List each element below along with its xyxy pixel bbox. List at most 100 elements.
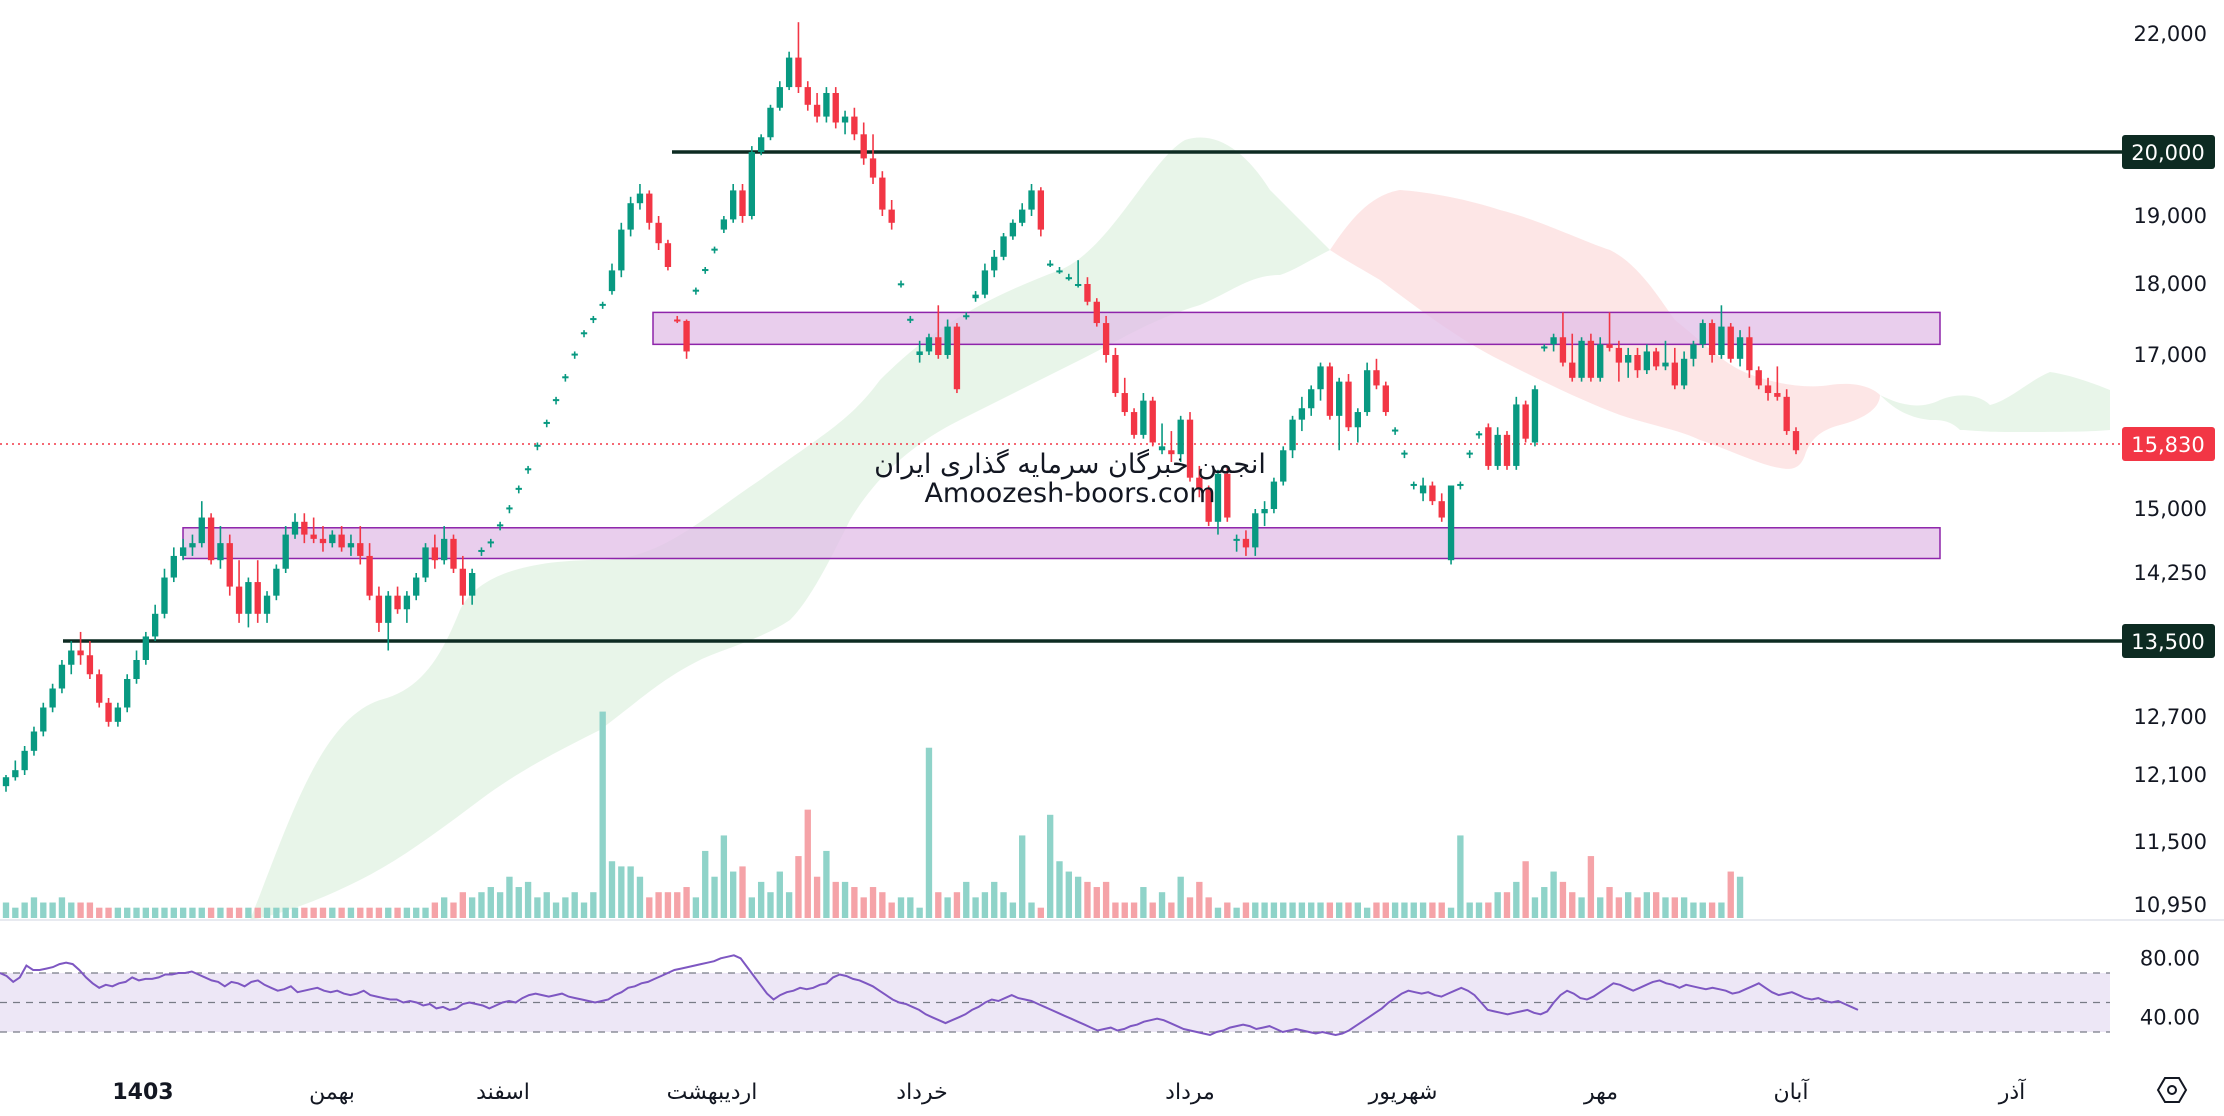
volume-bar xyxy=(319,907,327,918)
candle xyxy=(403,591,411,623)
candle xyxy=(12,760,19,781)
time-axis-label: شهریور xyxy=(1368,1080,1438,1105)
price-tick-label: 10,950 xyxy=(2134,893,2207,917)
volume-bar xyxy=(385,907,392,918)
volume-bar xyxy=(879,892,886,918)
volume-bar xyxy=(338,907,345,918)
candle xyxy=(1643,344,1651,375)
level-badge-13,500: 13,500 xyxy=(2122,624,2215,658)
volume-bar xyxy=(720,835,728,918)
volume-bar xyxy=(403,907,411,918)
horizontal-levels xyxy=(0,150,2125,643)
volume-bar xyxy=(1345,902,1352,918)
volume-bar xyxy=(1205,897,1212,918)
volume-bar xyxy=(664,892,672,918)
candle xyxy=(1140,393,1147,439)
candle xyxy=(1261,501,1268,527)
volume-bar xyxy=(1531,897,1539,918)
volume-bar xyxy=(730,871,737,918)
volume-bar xyxy=(813,876,821,918)
volume-bar xyxy=(142,907,150,918)
volume-bar xyxy=(86,902,94,918)
candle xyxy=(935,305,942,359)
volume-bar xyxy=(1186,897,1194,918)
volume-bar xyxy=(674,892,681,918)
candle xyxy=(879,171,886,216)
volume-bar xyxy=(562,897,569,918)
volume-bar xyxy=(916,907,923,918)
volume-bar xyxy=(963,881,970,918)
volume-bar xyxy=(1736,876,1744,918)
candle xyxy=(86,641,94,679)
volume-bar xyxy=(1065,871,1072,918)
candle xyxy=(1009,219,1017,240)
volume-bar xyxy=(254,907,261,918)
candle xyxy=(1233,534,1240,552)
volume-bar xyxy=(757,881,765,918)
volume-bar xyxy=(114,907,122,918)
candle xyxy=(1326,362,1334,420)
candle xyxy=(506,505,513,514)
candle xyxy=(375,586,383,632)
settings-icon[interactable] xyxy=(2156,1077,2188,1103)
candle xyxy=(217,526,224,569)
time-axis: 1403 بهمن اسفند اردیبهشت خرداد مرداد شهریور مهر… xyxy=(112,1078,2026,1105)
volume-bar xyxy=(1438,902,1445,918)
candle xyxy=(170,547,177,583)
candle xyxy=(925,333,933,355)
time-axis-label: آذر xyxy=(1998,1078,2026,1105)
support-resistance-zones xyxy=(182,311,1941,560)
candle xyxy=(2,775,10,792)
volume-bar xyxy=(748,897,756,918)
candle xyxy=(1289,415,1296,459)
volume-bar xyxy=(207,907,215,918)
volume-bar xyxy=(273,907,280,918)
volume-bar xyxy=(198,907,205,918)
volume-bar xyxy=(310,907,317,918)
candle xyxy=(1475,431,1483,439)
volume-bar xyxy=(692,897,700,918)
volume-bar xyxy=(1326,902,1334,918)
candle xyxy=(1112,347,1119,397)
volume-bar xyxy=(1354,902,1361,918)
candle xyxy=(1382,381,1389,416)
volume-bar xyxy=(105,907,112,918)
candle xyxy=(1419,477,1427,502)
volume-bar xyxy=(618,866,625,918)
candle xyxy=(1774,366,1781,401)
candle xyxy=(58,660,66,694)
candle xyxy=(478,547,485,556)
price-tick-label: 15,000 xyxy=(2134,497,2207,521)
candle xyxy=(1065,273,1072,281)
volume-bar xyxy=(1373,902,1380,918)
volume-bar xyxy=(459,892,466,918)
candle xyxy=(1270,477,1278,514)
candle xyxy=(692,287,700,295)
candle xyxy=(1699,319,1706,348)
candle xyxy=(1578,337,1585,382)
volume-bar xyxy=(1233,907,1240,918)
cloud-bullish-future xyxy=(1880,372,2110,432)
candle xyxy=(720,216,728,233)
candle xyxy=(981,263,989,299)
volume-bar xyxy=(1000,892,1007,918)
candle xyxy=(347,534,355,556)
candle xyxy=(711,246,718,254)
volume-bar xyxy=(487,887,494,918)
volume-bar xyxy=(58,897,66,918)
volume-bar xyxy=(1485,902,1492,918)
volume-bar xyxy=(1690,902,1697,918)
candle xyxy=(972,291,979,302)
volume-bar xyxy=(496,892,504,918)
candle xyxy=(1177,415,1184,463)
candle xyxy=(1541,344,1548,352)
candle xyxy=(1783,389,1790,435)
candle xyxy=(161,568,168,619)
volume-bar xyxy=(897,897,905,918)
volume-bar xyxy=(1149,902,1156,918)
candle xyxy=(133,650,140,684)
volume-bar xyxy=(1019,835,1026,918)
candle xyxy=(1727,323,1734,363)
candle xyxy=(450,534,457,573)
